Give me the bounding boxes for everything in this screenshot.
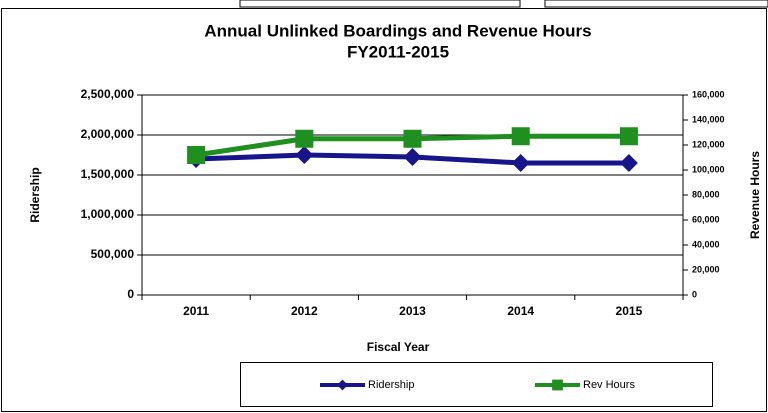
y2-tick-label: 100,000 bbox=[692, 164, 725, 174]
x-axis-title: Fiscal Year bbox=[367, 340, 430, 354]
chart-title: Annual Unlinked Boardings and Revenue Ho… bbox=[204, 21, 591, 40]
marker bbox=[295, 146, 314, 164]
x-tick-label: 2014 bbox=[507, 304, 534, 318]
legend-label: Ridership bbox=[368, 379, 414, 391]
marker bbox=[619, 127, 638, 146]
y2-axis-title: Revenue Hours bbox=[748, 151, 762, 239]
y-axis-title: Ridership bbox=[28, 167, 42, 222]
marker bbox=[619, 154, 638, 172]
x-tick-label: 2013 bbox=[399, 304, 426, 318]
y-tick-label: 2,500,000 bbox=[81, 87, 135, 101]
x-tick-label: 2011 bbox=[183, 304, 209, 318]
marker bbox=[403, 129, 422, 148]
marker bbox=[511, 127, 530, 146]
marker bbox=[511, 154, 530, 172]
y2-tick-label: 60,000 bbox=[692, 214, 720, 224]
marker bbox=[552, 379, 563, 391]
y2-tick-label: 160,000 bbox=[692, 89, 725, 99]
marker bbox=[187, 146, 206, 164]
y-tick-label: 2,000,000 bbox=[81, 127, 135, 141]
x-tick-label: 2012 bbox=[291, 304, 318, 318]
x-tick-label: 2015 bbox=[616, 304, 643, 318]
marker bbox=[295, 129, 314, 148]
y2-tick-label: 0 bbox=[692, 289, 697, 299]
legend-label: Rev Hours bbox=[583, 379, 635, 391]
y2-tick-label: 20,000 bbox=[692, 264, 720, 274]
y-tick-label: 0 bbox=[127, 287, 134, 301]
y2-tick-label: 120,000 bbox=[692, 139, 725, 149]
cropped-box bbox=[544, 0, 768, 8]
y2-tick-label: 40,000 bbox=[692, 239, 720, 249]
y-tick-label: 1,500,000 bbox=[81, 167, 135, 181]
y2-tick-label: 140,000 bbox=[692, 114, 725, 124]
y-tick-label: 500,000 bbox=[91, 247, 135, 261]
y2-tick-label: 80,000 bbox=[692, 189, 720, 199]
chart-frame bbox=[1, 8, 767, 412]
marker bbox=[403, 148, 422, 166]
chart-subtitle: FY2011-2015 bbox=[347, 42, 449, 61]
y-tick-label: 1,000,000 bbox=[81, 207, 135, 221]
legend-box bbox=[240, 362, 713, 407]
cropped-box bbox=[239, 0, 521, 8]
